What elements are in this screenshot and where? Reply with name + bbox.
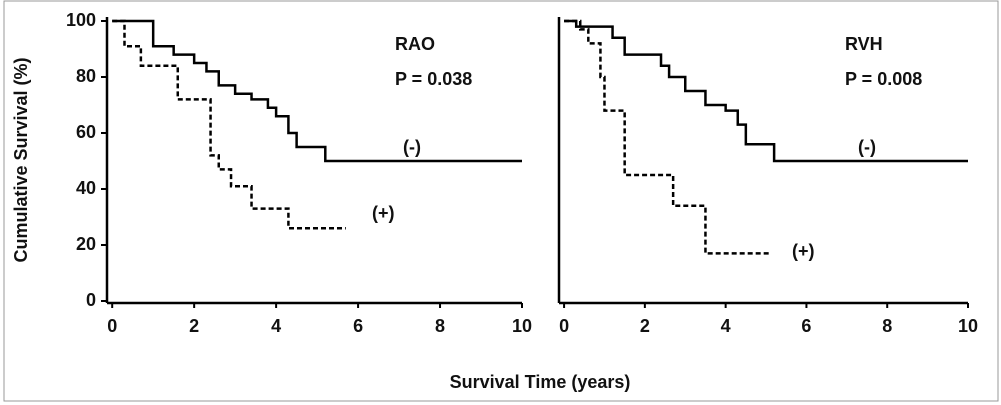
x-tick-label: 8 (882, 316, 892, 336)
survival-curve (564, 19, 771, 255)
survival-curve (564, 19, 968, 163)
y-tick-label: 20 (76, 234, 96, 254)
series-label: (+) (372, 203, 395, 223)
x-tick-label: 6 (801, 316, 811, 336)
x-tick-label: 10 (512, 316, 532, 336)
y-axis-label: Cumulative Survival (%) (11, 57, 31, 262)
x-tick-label: 10 (958, 316, 978, 336)
x-tick-label: 2 (640, 316, 650, 336)
series-label: (-) (858, 137, 876, 157)
p-value: P = 0.038 (395, 69, 472, 89)
y-tick-label: 40 (76, 178, 96, 198)
x-tick-label: 4 (721, 316, 731, 336)
x-tick-label: 0 (107, 316, 117, 336)
survival-curve (112, 19, 522, 163)
x-tick-label: 2 (189, 316, 199, 336)
x-tick-label: 6 (353, 316, 363, 336)
y-tick-label: 80 (76, 66, 96, 86)
x-tick-label: 4 (271, 316, 281, 336)
x-tick-label: 8 (435, 316, 445, 336)
y-tick-label: 60 (76, 122, 96, 142)
p-value: P = 0.008 (845, 69, 922, 89)
series-label: (+) (792, 241, 815, 261)
x-tick-label: 0 (559, 316, 569, 336)
series-label: (-) (403, 137, 421, 157)
frame (3, 0, 999, 402)
y-tick-label: 0 (86, 290, 96, 310)
panel-title: RAO (395, 34, 435, 54)
panel-title: RVH (845, 34, 883, 54)
y-tick-label: 100 (66, 10, 96, 30)
survival-curve (112, 19, 346, 230)
x-axis-label: Survival Time (years) (450, 372, 631, 392)
